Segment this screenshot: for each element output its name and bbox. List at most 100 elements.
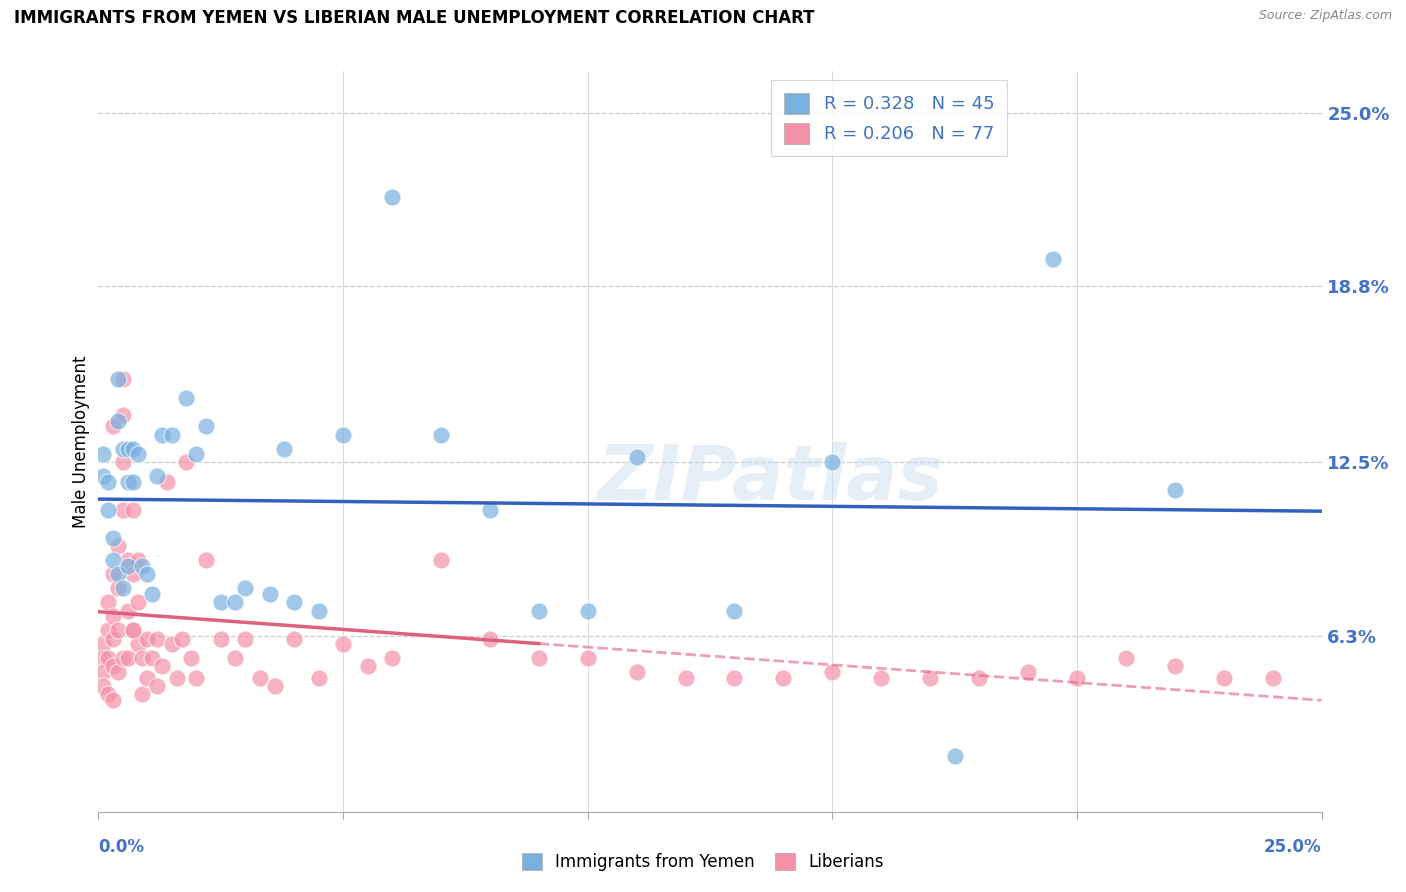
Point (117, 475, 139, 489)
Point (723, 671, 745, 685)
Point (111, 442, 134, 456)
Point (170, 632, 193, 646)
Point (111, 581, 134, 595)
Point (186, 447, 208, 461)
Point (195, 553, 218, 567)
Point (136, 671, 159, 685)
Point (381, 651, 404, 665)
Point (111, 408, 134, 422)
Point (111, 455, 134, 469)
Point (478, 632, 501, 646)
Point (101, 567, 124, 582)
Point (131, 687, 153, 701)
Point (141, 587, 163, 601)
Point (176, 455, 198, 469)
Point (141, 651, 163, 665)
Point (156, 475, 179, 489)
Y-axis label: Male Unemployment: Male Unemployment (72, 355, 90, 528)
Point (967, 671, 990, 685)
Text: ZIPatlas: ZIPatlas (598, 442, 945, 516)
Point (821, 665, 844, 679)
Point (111, 503, 134, 517)
Point (430, 427, 453, 442)
Point (91, 665, 114, 679)
Point (1115, 651, 1137, 665)
Point (180, 651, 202, 665)
Point (176, 391, 198, 405)
Point (146, 679, 169, 693)
Point (576, 651, 599, 665)
Point (131, 558, 153, 573)
Point (127, 595, 149, 609)
Point (1042, 252, 1064, 266)
Point (259, 587, 281, 601)
Point (97, 651, 120, 665)
Point (430, 553, 453, 567)
Point (1261, 671, 1284, 685)
Point (91, 447, 114, 461)
Point (146, 632, 169, 646)
Point (166, 671, 188, 685)
Point (127, 553, 149, 567)
Point (195, 419, 218, 434)
Point (107, 567, 129, 582)
Point (1164, 483, 1187, 498)
Point (920, 671, 942, 685)
Point (186, 671, 208, 685)
Point (283, 632, 305, 646)
Point (97, 687, 120, 701)
Point (527, 651, 550, 665)
Point (224, 651, 246, 665)
Point (160, 427, 183, 442)
Point (381, 190, 404, 204)
Point (101, 693, 124, 707)
Point (117, 558, 139, 573)
Point (117, 651, 139, 665)
Text: 0.0%: 0.0% (98, 838, 145, 855)
Point (249, 671, 271, 685)
Point (97, 623, 120, 637)
Point (107, 372, 129, 386)
Point (308, 671, 330, 685)
Point (1017, 665, 1039, 679)
Point (263, 679, 285, 693)
Point (101, 632, 124, 646)
Point (107, 539, 129, 553)
Point (97, 475, 120, 489)
Point (121, 475, 143, 489)
Point (131, 651, 153, 665)
Point (626, 665, 648, 679)
Point (943, 748, 966, 763)
Point (107, 665, 129, 679)
Text: Source: ZipAtlas.com: Source: ZipAtlas.com (1258, 9, 1392, 22)
Point (127, 447, 149, 461)
Point (308, 603, 330, 617)
Point (107, 581, 129, 595)
Point (91, 651, 114, 665)
Point (146, 469, 169, 483)
Text: IMMIGRANTS FROM YEMEN VS LIBERIAN MALE UNEMPLOYMENT CORRELATION CHART: IMMIGRANTS FROM YEMEN VS LIBERIAN MALE U… (14, 9, 814, 27)
Legend: Immigrants from Yemen, Liberians: Immigrants from Yemen, Liberians (513, 845, 893, 880)
Point (111, 651, 134, 665)
Point (101, 609, 124, 624)
Point (675, 671, 697, 685)
Point (127, 637, 149, 651)
Point (576, 603, 599, 617)
Point (209, 632, 232, 646)
Legend: R = 0.328   N = 45, R = 0.206   N = 77: R = 0.328 N = 45, R = 0.206 N = 77 (770, 80, 1007, 156)
Point (121, 623, 143, 637)
Point (121, 503, 143, 517)
Point (91, 679, 114, 693)
Point (150, 659, 173, 673)
Point (772, 671, 794, 685)
Point (233, 581, 256, 595)
Point (97, 503, 120, 517)
Point (1164, 659, 1187, 673)
Point (283, 595, 305, 609)
Point (626, 450, 648, 464)
Point (121, 442, 143, 456)
Text: 25.0%: 25.0% (1264, 838, 1322, 855)
Point (723, 603, 745, 617)
Point (91, 469, 114, 483)
Point (101, 553, 124, 567)
